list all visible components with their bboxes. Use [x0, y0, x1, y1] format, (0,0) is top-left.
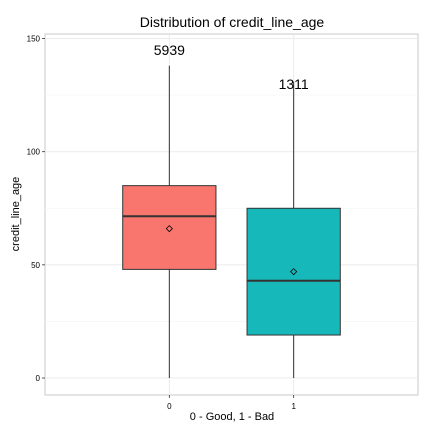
x-tick-label: 1: [291, 402, 296, 411]
y-tick-label: 150: [27, 35, 41, 44]
mean-marker: [165, 225, 173, 233]
count-label: 1311: [279, 76, 309, 92]
box-group: 1311: [246, 76, 341, 379]
plot-panel: [44, 33, 419, 396]
x-tick-label: 0: [167, 402, 172, 411]
boxes: 5939 1311: [122, 42, 341, 379]
y-axis: 0 50 100 150: [27, 35, 45, 383]
box-body: [122, 185, 217, 270]
x-axis-title: 0 - Good, 1 - Bad: [190, 411, 274, 423]
y-axis-title: credit_line_age: [10, 177, 22, 252]
chart-title: Distribution of credit_line_age: [140, 14, 325, 30]
box-body: [246, 207, 341, 336]
box-group: 5939: [122, 42, 217, 379]
y-tick-label: 50: [31, 261, 40, 270]
mean-marker: [290, 268, 298, 276]
y-tick-label: 0: [36, 374, 41, 383]
count-label: 5939: [154, 42, 185, 58]
y-tick-label: 100: [27, 148, 41, 157]
